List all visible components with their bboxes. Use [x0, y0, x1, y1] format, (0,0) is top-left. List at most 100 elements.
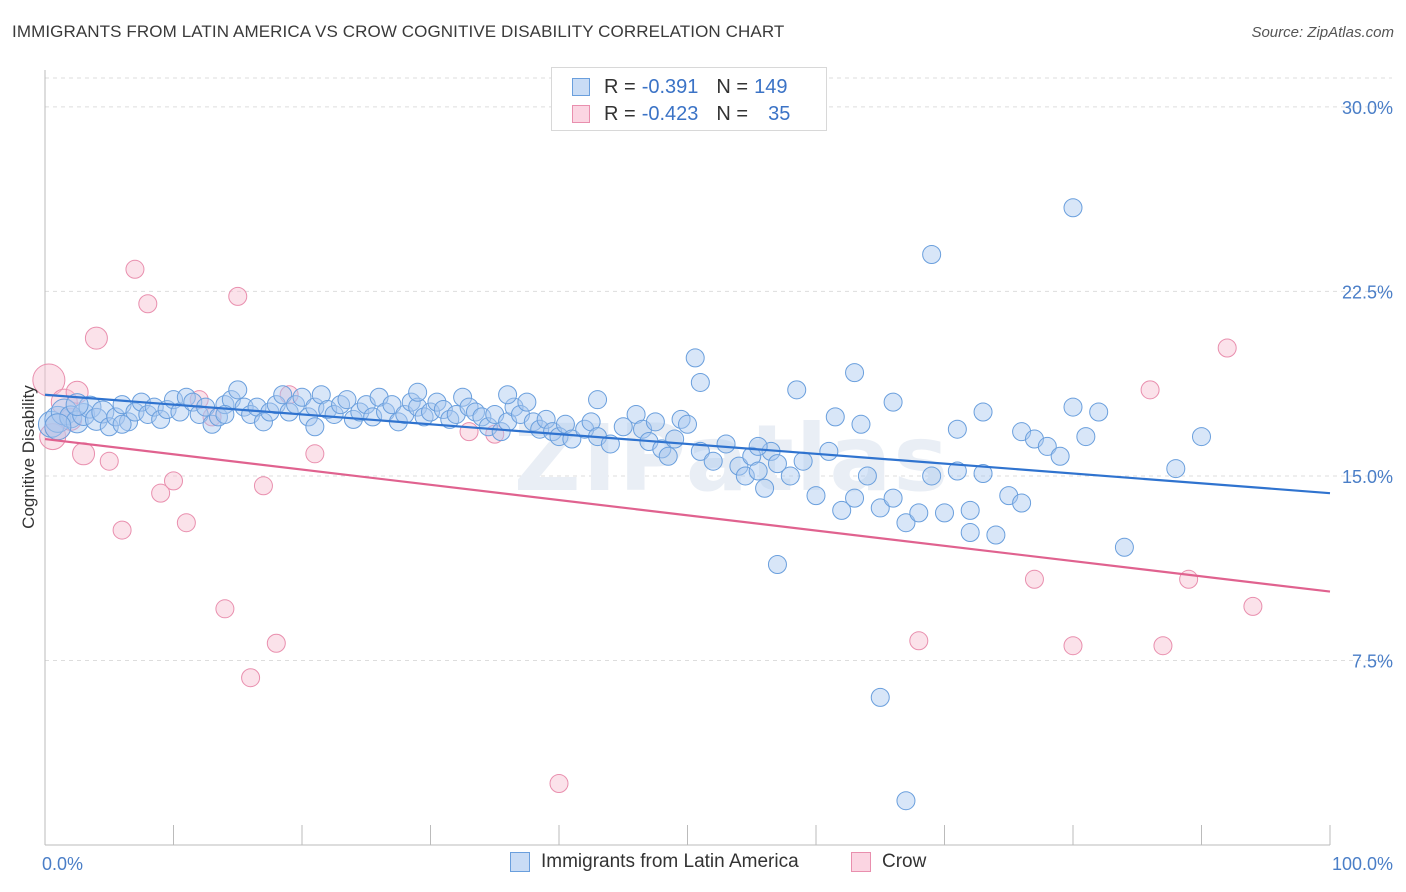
latin-america-point-116: [896, 513, 916, 533]
latin-america-point-137: [922, 245, 942, 265]
legend-r-label: R =: [604, 102, 636, 125]
latin-america-point-68: [478, 417, 498, 437]
latin-america-point-65: [459, 397, 479, 417]
legend-r-value: -0.391: [641, 75, 699, 98]
latin-america-point-132: [685, 348, 705, 368]
y-tick-labels: 7.5% 15.0% 22.5% 30.0%: [1342, 98, 1393, 672]
latin-america-point-149: [947, 419, 967, 439]
latin-america-point-39: [292, 387, 312, 407]
latin-america-point-146: [1012, 493, 1032, 513]
latin-america-point-115: [883, 488, 903, 508]
latin-america-point-133: [690, 372, 710, 392]
y-tick-label-2: 22.5%: [1342, 282, 1393, 302]
latin-america-point-111: [845, 488, 865, 508]
crow-point-27: [909, 631, 929, 651]
latin-america-point-40: [298, 407, 318, 427]
legend-r-value: -0.423: [641, 102, 699, 125]
latin-america-point-113: [857, 466, 877, 486]
latin-america-point-94: [671, 409, 691, 429]
latin-america-point-106: [780, 466, 800, 486]
latin-america-point-138: [1063, 198, 1083, 218]
latin-america-point-134: [588, 390, 608, 410]
latin-america-point-43: [318, 400, 338, 420]
legend: R = -0.391 N = 149 R = -0.423 N = 35: [551, 67, 827, 131]
latin-america-point-131: [1089, 402, 1109, 422]
latin-america-point-153: [408, 382, 428, 402]
crow-points: [32, 259, 1263, 793]
bottom-legend-label: Crow: [882, 851, 927, 872]
x-tick-label-1: 100.0%: [1332, 854, 1393, 874]
crow-point-23: [305, 444, 325, 464]
crow-point-31: [1153, 636, 1173, 656]
source-credit: Source: ZipAtlas.com: [1251, 24, 1394, 41]
crow-point-8: [99, 451, 119, 471]
bottom-legend-swatch-blue: [510, 852, 530, 872]
latin-america-point-158: [44, 413, 72, 441]
axes: [44, 70, 1331, 846]
latin-america-point-117: [909, 503, 929, 523]
legend-r-label: R =: [604, 75, 636, 98]
latin-america-point-151: [748, 436, 768, 456]
crow-point-24: [459, 422, 479, 442]
y-tick-label-3: 30.0%: [1342, 98, 1393, 118]
latin-america-point-135: [787, 380, 807, 400]
latin-america-point-77: [536, 409, 556, 429]
latin-america-point-74: [517, 392, 537, 412]
crow-point-14: [176, 513, 196, 533]
latin-america-point-103: [755, 478, 775, 498]
latin-america-point-140: [870, 687, 890, 707]
crow-point-34: [1243, 596, 1263, 616]
latin-america-point-70: [491, 422, 511, 442]
latin-america-point-90: [645, 412, 665, 432]
crow-point-18: [228, 286, 248, 306]
latin-america-point-129: [1063, 397, 1083, 417]
latin-america-point-60: [427, 392, 447, 412]
legend-row-latin-america: R = -0.391 N = 149: [572, 74, 787, 100]
latin-america-point-95: [678, 414, 697, 434]
crow-point-20: [253, 476, 273, 496]
latin-america-point-72: [504, 397, 524, 417]
y-tick-label-0: 7.5%: [1352, 651, 1393, 671]
latin-america-point-123: [986, 525, 1006, 545]
crow-point-11: [138, 294, 158, 314]
y-axis-label: Cognitive Disability: [19, 385, 38, 529]
crow-trend-line: [44, 437, 1331, 593]
latin-america-point-154: [305, 417, 325, 437]
legend-n-label: N =: [716, 75, 749, 98]
latin-america-point-17: [151, 409, 171, 429]
latin-america-point-58: [414, 407, 434, 427]
latin-america-point-46: [337, 390, 357, 410]
latin-america-point-114: [870, 498, 890, 518]
latin-america-point-92: [658, 446, 678, 466]
latin-america-point-143: [1114, 537, 1134, 557]
latin-america-point-93: [665, 429, 685, 449]
latin-america-point-100: [735, 466, 755, 486]
latin-america-point-4: [65, 410, 89, 434]
latin-america-point-36: [273, 385, 293, 405]
latin-america-point-118: [922, 466, 942, 486]
bottom-legend-swatch-pink: [851, 852, 871, 872]
latin-america-point-25: [202, 414, 222, 434]
latin-america-point-139: [767, 555, 787, 575]
latin-america-point-86: [613, 417, 633, 437]
latin-america-point-136: [845, 363, 865, 383]
latin-america-point-44: [324, 404, 344, 424]
latin-america-point-147: [825, 407, 845, 427]
crow-point-17: [215, 599, 235, 619]
latin-america-point-141: [896, 791, 916, 811]
latin-america-point-29: [228, 380, 248, 400]
latin-america-point-15: [138, 404, 158, 424]
bottom-legend-crow: Crow: [851, 851, 926, 873]
trend-lines: [44, 393, 1331, 593]
latin-america-trend-line: [44, 393, 1331, 495]
latin-america-point-50: [363, 407, 383, 427]
latin-america-point-121: [960, 500, 980, 520]
crow-point-9: [112, 520, 132, 540]
crow-point-7: [84, 326, 108, 350]
bottom-legend-latin-america: Immigrants from Latin America: [510, 851, 799, 873]
latin-america-point-10: [106, 407, 126, 427]
crow-point-26: [549, 773, 569, 793]
crow-point-21: [266, 633, 286, 653]
crow-point-19: [241, 668, 261, 688]
